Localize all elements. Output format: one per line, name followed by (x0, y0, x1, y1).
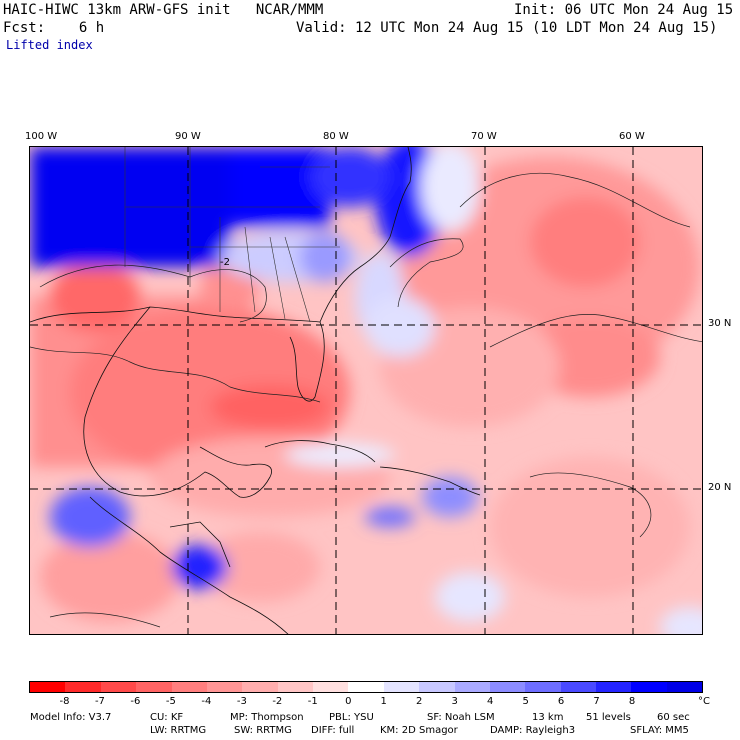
model-info-km: KM: 2D Smagor (380, 725, 458, 736)
forecast-hour: Fcst: 6 h (3, 20, 105, 36)
lon-label-60w: 60 W (619, 131, 645, 142)
colorbar-cell (277, 682, 313, 692)
model-info-lw: LW: RRTMG (150, 725, 207, 736)
colorbar-cell (383, 682, 420, 692)
colorbar-cell (313, 682, 349, 692)
colorbar-cell (454, 682, 490, 692)
model-info-levels: 51 levels (586, 712, 631, 723)
colorbar-cell (171, 682, 207, 692)
colorbar-cell (631, 682, 667, 692)
colorbar-tick-label: 6 (557, 696, 565, 707)
colorbar-tick-label: 1 (380, 696, 387, 707)
colorbar-tick-label: -7 (94, 696, 105, 707)
contour-label: -2 (220, 257, 230, 268)
colorbar-tick-label: -8 (59, 696, 70, 707)
model-info-sf: SF: Noah LSM (427, 712, 495, 723)
lat-label-20n: 20 N (708, 482, 732, 493)
model-info-mp: MP: Thompson (230, 712, 304, 723)
colorbar-tick-label: -1 (307, 696, 318, 707)
colorbar-cell (666, 682, 703, 692)
lon-label-80w: 80 W (323, 131, 349, 142)
colorbar-unit: °C (698, 696, 710, 707)
colorbar-tick-label: 5 (522, 696, 529, 707)
coastlines (30, 147, 481, 634)
colorbar-cell (242, 682, 278, 692)
colorbar-tick-label: -6 (130, 696, 141, 707)
colorbar-tick-label: 7 (593, 696, 600, 707)
colorbar-cell (65, 682, 101, 692)
colorbar-cell (525, 682, 561, 692)
state-borders (124, 147, 340, 323)
colorbar-tick-label: -2 (272, 696, 283, 707)
colorbar-tick-label: -5 (165, 696, 176, 707)
colorbar-cell (596, 682, 632, 692)
colorbar-tick-label: 2 (416, 696, 423, 707)
map-canvas: -2 (30, 147, 702, 634)
model-info-dt: 60 sec (657, 712, 690, 723)
model-info-diff: DIFF: full (311, 725, 355, 736)
colorbar-tick-label: 0 (345, 696, 352, 707)
colorbar-cell (206, 682, 243, 692)
colorbar-tick-label: 3 (451, 696, 458, 707)
contour-lines (30, 172, 702, 628)
colorbar-tick-label: -4 (201, 696, 212, 707)
model-info-cu: CU: KF (150, 712, 184, 723)
graticule (30, 147, 702, 634)
model-info-sflay: SFLAY: MM5 (630, 725, 689, 736)
lon-label-100w: 100 W (25, 131, 58, 142)
colorbar-cell (100, 682, 137, 692)
lifted-index-map: -2 (29, 146, 703, 635)
colorbar-cell (136, 682, 172, 692)
lat-label-30n: 30 N (708, 318, 732, 329)
init-time: Init: 06 UTC Mon 24 Aug 15 (514, 2, 734, 18)
lon-label-90w: 90 W (175, 131, 201, 142)
colorbar-cell (419, 682, 455, 692)
field-name: Lifted index (6, 38, 93, 52)
valid-time: Valid: 12 UTC Mon 24 Aug 15 (10 LDT Mon … (296, 20, 718, 36)
model-info-sw: SW: RRTMG (234, 725, 292, 736)
colorbar (29, 681, 703, 693)
colorbar-cell (30, 682, 66, 692)
colorbar-cell (560, 682, 596, 692)
model-info-damp: DAMP: Rayleigh3 (490, 725, 576, 736)
model-info-v: Model Info: V3.7 (30, 712, 112, 723)
model-info-pbl: PBL: YSU (329, 712, 374, 723)
colorbar-tick-label: 4 (486, 696, 494, 707)
colorbar-tick-label: 8 (628, 696, 636, 707)
model-title: HAIC-HIWC 13km ARW-GFS init NCAR/MMM (3, 2, 324, 18)
colorbar-tick-label: -3 (236, 696, 247, 707)
colorbar-cell (489, 682, 526, 692)
colorbar-cell (348, 682, 384, 692)
lon-label-70w: 70 W (471, 131, 497, 142)
model-info-res: 13 km (532, 712, 564, 723)
